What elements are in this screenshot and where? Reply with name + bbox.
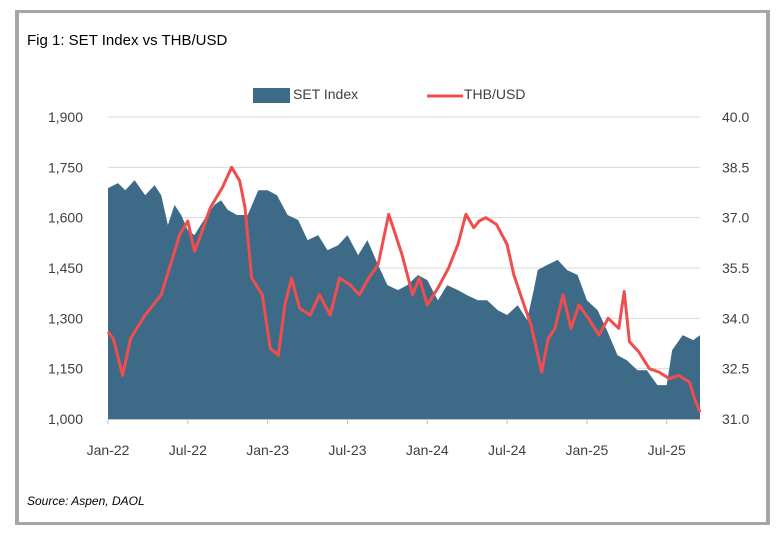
legend-swatch-set-index [253,88,290,103]
axes: 1,000 1,150 1,300 1,450 1,600 1,750 1,900 31.0 3… [48,109,750,458]
y-right-tick-label: 37.0 [722,210,749,226]
legend-label-set-index: SET Index [293,86,358,102]
legend-label-thb-usd: THB/USD [464,86,525,102]
thb-usd-line [106,165,702,413]
y-left-tick-label: 1,150 [48,361,83,377]
x-tick-label: Jan-25 [566,442,609,458]
y-right-tick-label: 40.0 [722,109,749,125]
set-index-area-path [108,180,700,419]
y-right-tick-label: 35.5 [722,260,749,276]
thb-usd-line-path [106,165,702,413]
x-tick-label: Jul-22 [169,442,207,458]
x-tick-label: Jan-23 [246,442,289,458]
x-tick-label: Jul-24 [488,442,526,458]
y-left-tick-label: 1,000 [48,411,83,427]
y-right-tick-label: 38.5 [722,159,749,175]
y-left-tick-label: 1,450 [48,260,83,276]
legend: SET Index THB/USD [253,86,525,103]
x-tick-label: Jan-24 [406,442,449,458]
y-left-tick-label: 1,300 [48,310,83,326]
set-index-area [108,180,700,419]
source-note: Source: Aspen, DAOL [27,494,145,508]
y-right-tick-label: 32.5 [722,361,749,377]
y-left-tick-label: 1,600 [48,210,83,226]
y-left-tick-label: 1,900 [48,109,83,125]
y-left-tick-label: 1,750 [48,159,83,175]
x-tick-label: Jul-25 [648,442,686,458]
chart-title: Fig 1: SET Index vs THB/USD [27,32,228,49]
y-right-tick-label: 31.0 [722,411,749,427]
x-tick-label: Jul-23 [328,442,366,458]
x-tick-label: Jan-22 [87,442,130,458]
y-right-tick-label: 34.0 [722,310,749,326]
